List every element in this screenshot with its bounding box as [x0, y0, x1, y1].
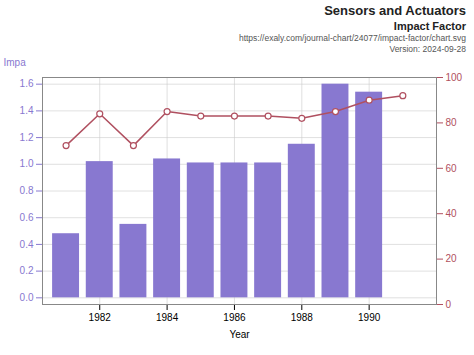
- svg-text:1982: 1982: [89, 312, 112, 323]
- svg-text:0.6: 0.6: [20, 212, 34, 223]
- svg-text:0.2: 0.2: [20, 265, 34, 276]
- svg-text:Impa: Impa: [4, 57, 27, 68]
- svg-text:0.4: 0.4: [20, 239, 34, 250]
- svg-text:1.2: 1.2: [20, 132, 34, 143]
- html-text:Impact Factor: Impact Factor: [393, 20, 466, 32]
- html-text:Sensors and Actuators: Sensors and Actuators: [324, 3, 466, 18]
- svg-text:100: 100: [446, 72, 463, 83]
- svg-text:1.0: 1.0: [20, 158, 34, 169]
- svg-text:1986: 1986: [223, 312, 246, 323]
- html-text:https://exaly.com/journal-char: https://exaly.com/journal-chart/24077/im…: [238, 33, 466, 43]
- svg-text:0.8: 0.8: [20, 185, 34, 196]
- html-text:Version: 2024-09-28: Version: 2024-09-28: [389, 44, 466, 54]
- svg-text:Year: Year: [229, 329, 250, 340]
- svg-text:1.6: 1.6: [20, 78, 34, 89]
- svg-text:0.0: 0.0: [20, 292, 34, 303]
- svg-text:20: 20: [446, 253, 458, 264]
- svg-text:40: 40: [446, 208, 458, 219]
- svg-text:1990: 1990: [358, 312, 381, 323]
- svg-text:60: 60: [446, 163, 458, 174]
- svg-text:1984: 1984: [156, 312, 179, 323]
- svg-text:1.4: 1.4: [20, 105, 34, 116]
- svg-text:0: 0: [446, 299, 452, 310]
- svg-text:1988: 1988: [291, 312, 314, 323]
- svg-text:80: 80: [446, 117, 458, 128]
